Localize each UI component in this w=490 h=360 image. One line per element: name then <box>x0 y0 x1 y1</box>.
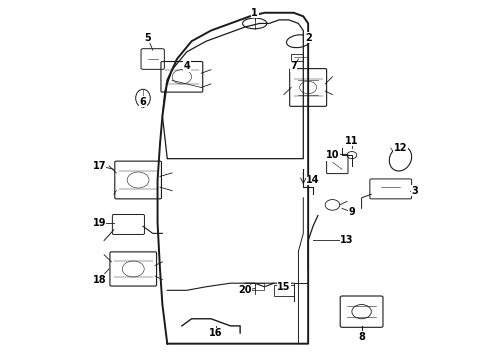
Text: 17: 17 <box>93 161 106 171</box>
Text: 18: 18 <box>93 275 106 285</box>
Text: 9: 9 <box>348 207 355 217</box>
Text: 16: 16 <box>209 328 222 338</box>
Text: 7: 7 <box>290 61 297 71</box>
Text: 6: 6 <box>140 97 147 107</box>
Text: 3: 3 <box>412 186 418 196</box>
Text: 2: 2 <box>305 33 312 43</box>
Bar <box>274 285 294 296</box>
Text: 11: 11 <box>345 136 359 146</box>
Text: 8: 8 <box>358 332 365 342</box>
Text: 14: 14 <box>306 175 320 185</box>
Text: 19: 19 <box>93 218 106 228</box>
Text: 10: 10 <box>326 150 339 160</box>
Text: 4: 4 <box>183 61 190 71</box>
Text: 20: 20 <box>238 285 252 295</box>
Text: 1: 1 <box>251 8 258 18</box>
Text: 5: 5 <box>145 33 151 43</box>
Bar <box>250 283 265 290</box>
Text: 13: 13 <box>340 235 354 246</box>
Bar <box>291 54 303 61</box>
Text: 15: 15 <box>277 282 291 292</box>
Text: 12: 12 <box>394 143 407 153</box>
